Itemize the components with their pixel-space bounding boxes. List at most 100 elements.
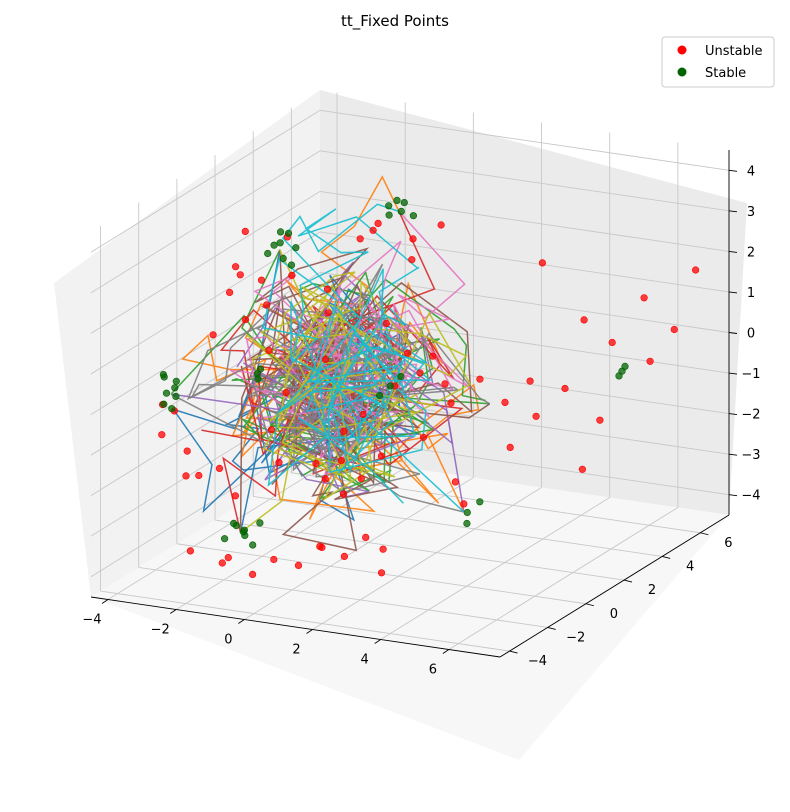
stable-point — [221, 535, 229, 543]
unstable-point — [265, 346, 273, 355]
z-tick-mark — [728, 413, 738, 416]
unstable-point — [232, 263, 240, 271]
unstable-point — [226, 288, 234, 297]
grid-line — [138, 566, 548, 628]
stable-point — [463, 508, 471, 517]
unstable-point — [241, 316, 250, 324]
grid-line — [90, 434, 321, 578]
y-tick-mark — [700, 532, 709, 536]
unstable-point — [379, 545, 387, 553]
grid-line — [100, 590, 510, 652]
z-tick-mark — [728, 453, 738, 456]
unstable-point — [340, 427, 348, 435]
legend: Unstable Stable — [661, 36, 775, 88]
grid-line — [319, 109, 730, 171]
unstable-point — [318, 543, 326, 552]
unstable-point — [447, 399, 455, 407]
x-tick-label: −4 — [82, 613, 101, 628]
stable-point — [254, 375, 262, 383]
chart-title: tt_Fixed Points — [341, 12, 449, 31]
stable-point — [232, 521, 240, 530]
grid-line — [319, 272, 730, 333]
x-tick-mark — [306, 629, 313, 634]
unstable-point — [416, 369, 424, 377]
unstable-point — [580, 316, 588, 324]
unstable-point — [608, 338, 616, 347]
grid-line — [90, 150, 321, 294]
stable-point — [386, 382, 394, 390]
unstable-point — [437, 221, 445, 229]
unstable-point — [312, 460, 320, 468]
unstable-point — [158, 431, 166, 439]
stable-point — [393, 196, 401, 204]
z-tick-mark — [728, 169, 738, 172]
y-tick-label: 4 — [686, 559, 694, 574]
unstable-point — [356, 235, 364, 243]
unstable-point — [231, 492, 239, 500]
unstable-point — [323, 285, 332, 293]
y-tick-mark — [547, 626, 556, 630]
grid-line — [107, 457, 338, 600]
stable-point — [385, 211, 393, 219]
trajectory-line — [240, 282, 472, 534]
stable-point — [400, 199, 408, 207]
z-tick-label: 2 — [747, 245, 755, 260]
unstable-point — [476, 375, 484, 383]
legend-marker-unstable — [677, 45, 687, 55]
unstable-point — [646, 357, 654, 365]
grid-line — [90, 109, 321, 253]
stable-point — [287, 261, 296, 269]
stable-point — [376, 391, 384, 400]
y-tick-label: 2 — [648, 583, 656, 598]
grid-line — [319, 150, 730, 212]
unstable-point — [339, 490, 348, 498]
z-tick-mark — [728, 250, 738, 253]
unstable-point — [359, 410, 367, 419]
unstable-point — [419, 433, 428, 441]
stable-point — [385, 202, 393, 210]
z-tick-label: −2 — [741, 408, 760, 423]
trajectory-line — [262, 203, 420, 474]
x-tick-label: 4 — [361, 653, 369, 668]
unstable-point — [249, 570, 257, 579]
stable-point — [270, 241, 278, 249]
stable-point — [397, 372, 405, 381]
x-tick-mark — [101, 599, 109, 604]
unstable-point — [670, 325, 678, 334]
x-axis-line — [90, 596, 501, 658]
x-tick-label: 6 — [429, 663, 437, 678]
stable-point — [264, 249, 272, 258]
legend-label-stable: Stable — [705, 66, 746, 81]
unstable-point — [377, 569, 386, 577]
z-tick-label: −4 — [741, 489, 760, 504]
y-tick-mark — [509, 650, 518, 654]
grid-line — [90, 191, 321, 334]
unstable-point — [215, 464, 224, 473]
z-tick-label: 0 — [747, 327, 755, 342]
unstable-point — [408, 256, 416, 264]
z-tick-label: 1 — [747, 286, 755, 301]
z-tick-label: 3 — [747, 205, 755, 220]
unstable-point — [441, 380, 449, 388]
unstable-point — [578, 465, 587, 473]
unstable-point — [691, 266, 700, 274]
z-tick-mark — [728, 372, 738, 375]
grid-line — [253, 495, 663, 557]
tick-labels: −4 −2 0 2 4 6 −4 −2 0 2 4 6 −4 −3 −2 −1 0 1 2 3 4 — [82, 164, 760, 677]
unstable-point — [236, 271, 244, 279]
y-tick-label: 6 — [724, 536, 732, 551]
stable-point — [621, 362, 629, 371]
trajectory-line — [247, 249, 421, 501]
y-tick-mark — [623, 579, 633, 583]
back-pane — [320, 90, 747, 515]
grid-line — [448, 507, 679, 650]
stable-point — [241, 531, 249, 540]
unstable-point — [324, 309, 332, 317]
stable-point — [284, 229, 293, 237]
stable-point — [160, 400, 168, 408]
stable-point — [162, 389, 171, 397]
stable-point — [171, 384, 179, 392]
unstable-point — [374, 219, 382, 227]
unstable-point — [322, 355, 330, 364]
unstable-point — [270, 555, 278, 564]
